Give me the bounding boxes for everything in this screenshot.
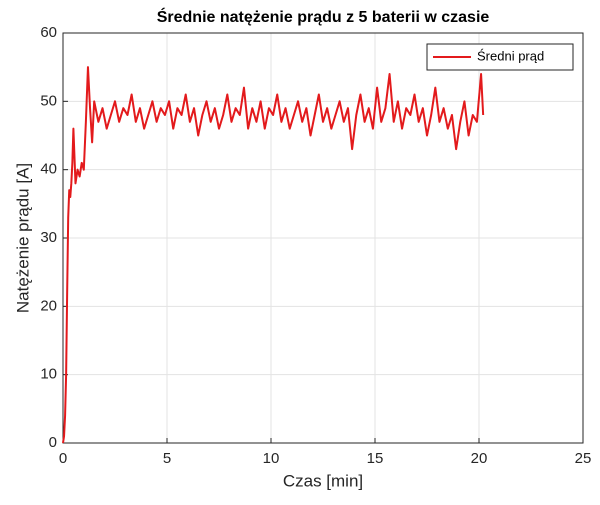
y-tick-label: 10 (40, 366, 57, 383)
legend-label: Średni prąd (477, 48, 544, 63)
y-tick-label: 60 (40, 24, 57, 41)
y-tick-label: 30 (40, 229, 57, 246)
x-tick-label: 25 (575, 450, 592, 467)
y-tick-label: 50 (40, 92, 57, 109)
x-tick-label: 10 (263, 450, 280, 467)
chart-title: Średnie natężenie prądu z 5 baterii w cz… (157, 7, 490, 26)
y-tick-label: 0 (49, 434, 57, 451)
x-tick-label: 20 (471, 450, 488, 467)
y-tick-label: 40 (40, 161, 57, 178)
x-tick-label: 0 (59, 450, 67, 467)
x-tick-label: 15 (367, 450, 384, 467)
y-axis-label: Natężenie prądu [A] (13, 163, 32, 313)
y-tick-label: 20 (40, 297, 57, 314)
x-axis-label: Czas [min] (283, 471, 363, 490)
x-tick-label: 5 (163, 450, 171, 467)
plot-frame (62, 32, 584, 444)
data-line (62, 66, 485, 444)
